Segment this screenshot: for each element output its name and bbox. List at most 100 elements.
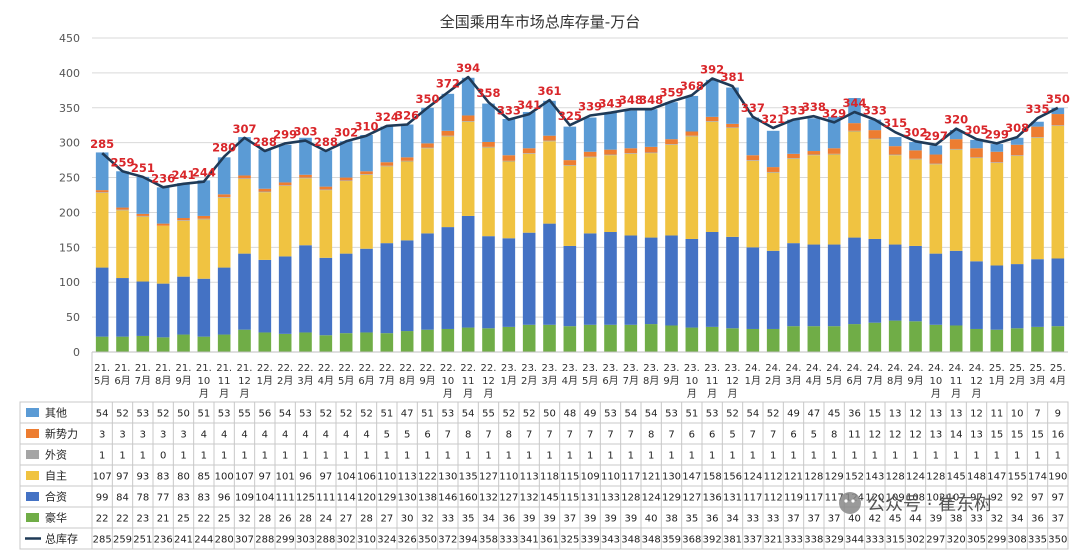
- bar-segment: [156, 187, 170, 224]
- table-cell: 8: [465, 430, 471, 441]
- table-cell: 52: [726, 409, 739, 420]
- x-tick-label: 22. 7月: [379, 363, 395, 387]
- table-cell: 114: [337, 493, 356, 504]
- bar-segment: [502, 326, 516, 352]
- bar-segment: [949, 149, 963, 251]
- table-row-label: 外资: [45, 449, 67, 462]
- bar-segment: [746, 117, 760, 156]
- table-cell: 368: [682, 535, 701, 546]
- table-cell: 7: [628, 430, 634, 441]
- bar-segment: [929, 253, 943, 325]
- bar-segment: [949, 130, 963, 140]
- bar-stack: [258, 149, 272, 352]
- bar-segment: [644, 109, 658, 147]
- bar-segment: [766, 171, 780, 173]
- table-cell: 99: [96, 493, 109, 504]
- x-tick-label: 24. 11 月: [948, 363, 964, 400]
- table-cell: 4: [363, 430, 369, 441]
- bar-segment: [177, 183, 190, 219]
- total-data-label: 392: [700, 62, 724, 76]
- total-data-label: 337: [741, 101, 765, 115]
- bar-segment: [339, 333, 353, 352]
- table-cell: 1: [404, 451, 410, 462]
- bar-segment: [217, 157, 231, 195]
- total-data-label: 381: [720, 70, 744, 84]
- bar-segment: [197, 278, 211, 337]
- table-cell: 128: [621, 493, 640, 504]
- table-cell: 1: [587, 451, 593, 462]
- bar-stack: [217, 157, 231, 352]
- table-cell: 121: [642, 472, 661, 483]
- table-row: 新势力 3 3 3 3 3 4 4 4 4 4 4 4 4 4 5 5 6 7 8 7 8 7 7 7 7 7 7 8 7 6 6 5 7 7 6 5 8…: [26, 427, 1064, 441]
- table-cell: 13: [950, 409, 963, 420]
- total-data-label: 259: [110, 155, 134, 169]
- table-cell: 13: [970, 430, 983, 441]
- bar-segment: [827, 326, 841, 352]
- bar-stack: [807, 118, 821, 352]
- total-data-label: 244: [192, 166, 216, 180]
- table-cell: 0: [160, 451, 166, 462]
- table-cell: 1: [546, 451, 552, 462]
- table-cell: 145: [540, 493, 559, 504]
- table-cell: 1: [770, 451, 776, 462]
- bar-segment: [177, 220, 190, 277]
- x-tick-label: 23. 12 月: [725, 363, 741, 400]
- table-cell: 392: [703, 535, 722, 546]
- y-tick-label: 100: [59, 276, 80, 289]
- table-cell: 127: [479, 472, 498, 483]
- table-cell: 337: [743, 535, 762, 546]
- bar-stack: [624, 110, 638, 352]
- table-cell: 1: [892, 451, 898, 462]
- table-cell: 302: [337, 535, 356, 546]
- bar-segment: [217, 334, 231, 352]
- table-cell: 1: [445, 451, 451, 462]
- table-cell: 16: [1051, 430, 1064, 441]
- bar-segment: [685, 238, 699, 328]
- table-cell: 38: [665, 514, 678, 525]
- table-cell: 343: [601, 535, 620, 546]
- table-cell: 299: [987, 535, 1006, 546]
- table-cell: 241: [174, 535, 193, 546]
- table-cell: 48: [563, 409, 576, 420]
- table-cell: 329: [825, 535, 844, 546]
- table-cell: 394: [459, 535, 478, 546]
- bar-segment: [949, 148, 963, 150]
- table-cell: 147: [682, 472, 701, 483]
- table-cell: 1: [282, 451, 288, 462]
- table-cell: 97: [319, 472, 332, 483]
- table-cell: 56: [258, 409, 271, 420]
- table-cell: 39: [523, 514, 536, 525]
- table-cell: 6: [790, 430, 796, 441]
- table-cell: 1: [729, 451, 735, 462]
- bar-segment: [1010, 264, 1024, 329]
- bar-segment: [604, 324, 617, 352]
- table-cell: 339: [581, 535, 600, 546]
- table-cell: 54: [279, 409, 292, 420]
- bar-segment: [258, 332, 272, 352]
- table-cell: 174: [1028, 472, 1047, 483]
- bar-segment: [563, 160, 577, 165]
- bar-segment: [1051, 125, 1065, 259]
- bar-segment: [543, 141, 556, 224]
- total-data-label: 288: [253, 135, 277, 149]
- x-tick-label: 21. 12 月: [237, 363, 253, 400]
- table-cell: 9: [1055, 409, 1061, 420]
- bar-segment: [583, 151, 597, 157]
- table-cell: 308: [1008, 535, 1027, 546]
- bar-segment: [441, 135, 455, 137]
- table-cell: 115: [560, 493, 579, 504]
- bar-segment: [868, 238, 882, 323]
- table-row-label: 总库存: [45, 532, 78, 546]
- bar-segment: [807, 244, 821, 327]
- total-data-label: 333: [497, 104, 521, 118]
- bar-stack: [1031, 121, 1044, 352]
- bar-segment: [868, 119, 882, 131]
- table-cell: 280: [215, 535, 234, 546]
- bar-segment: [563, 165, 577, 246]
- bar-segment: [461, 327, 475, 352]
- bar-segment: [990, 329, 1004, 352]
- bar-segment: [522, 153, 536, 233]
- bar-segment: [421, 233, 434, 330]
- table-cell: 112: [764, 493, 783, 504]
- bar-segment: [970, 157, 983, 159]
